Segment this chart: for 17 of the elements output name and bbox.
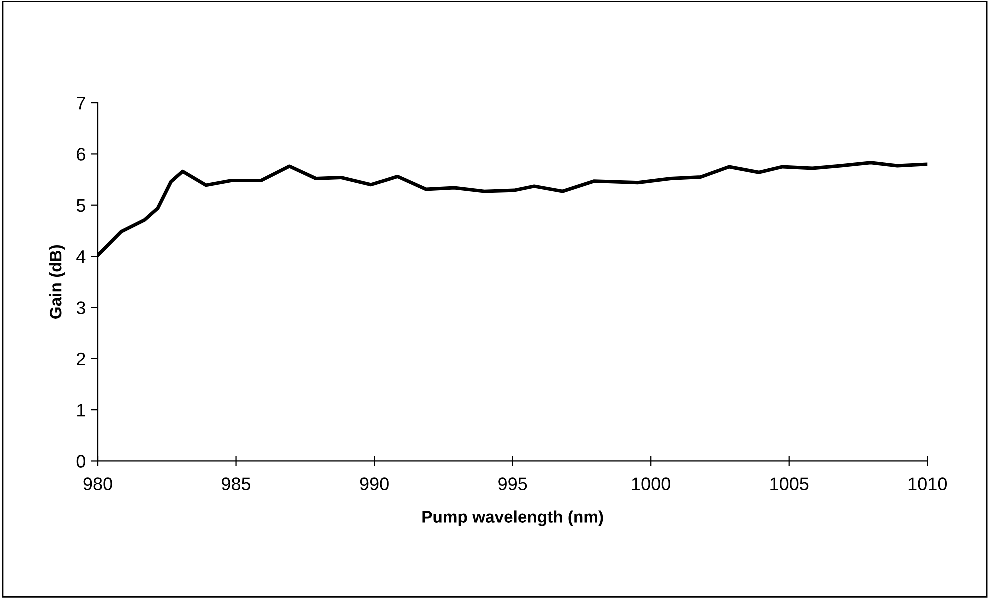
y-tick-label: 2 — [77, 352, 86, 366]
y-tick-label: 0 — [76, 455, 86, 468]
y-tick-label: 1 — [78, 404, 86, 417]
y-tick-label: 5 — [76, 199, 86, 212]
x-tick-label: 1000 — [632, 478, 670, 490]
y-axis-title: Gain (dB) — [50, 245, 66, 319]
x-tick-label: 980 — [84, 478, 112, 490]
x-tick-label: 985 — [222, 478, 251, 490]
y-tick-label: 6 — [77, 148, 86, 161]
x-tick-label: 1005 — [770, 478, 809, 490]
x-tick-label: 990 — [360, 478, 389, 490]
y-tick-label: 7 — [77, 97, 86, 110]
y-tick-label: 4 — [76, 250, 86, 264]
x-tick-label: 1010 — [908, 478, 948, 490]
y-tick-label: 3 — [76, 302, 86, 314]
x-tick-label: 995 — [498, 478, 528, 490]
x-axis-title: Pump wavelength (nm) — [422, 510, 604, 526]
